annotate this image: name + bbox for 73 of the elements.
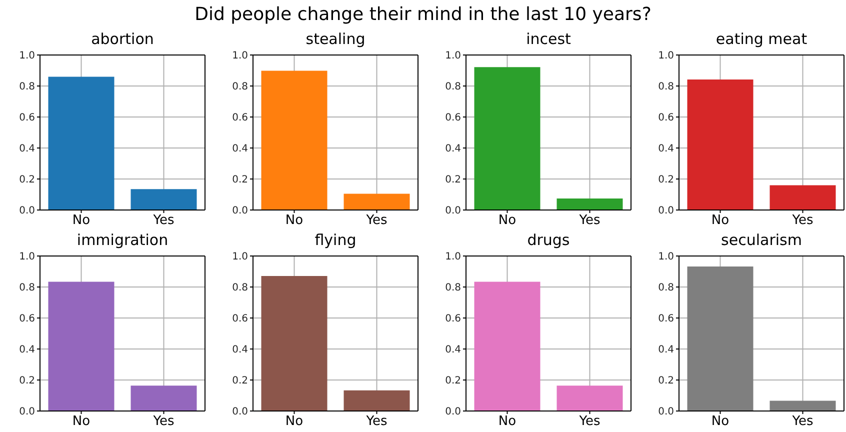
- y-tick-label: 0.6: [658, 112, 674, 124]
- y-tick-label: 0.8: [445, 282, 461, 294]
- y-tick-label: 0.6: [658, 314, 674, 325]
- y-tick-label: 0.8: [658, 82, 674, 93]
- y-tick-label: 0.8: [232, 82, 248, 93]
- y-tick-label: 0.8: [19, 82, 35, 93]
- x-tick-label: No: [285, 414, 304, 430]
- y-tick-label: 0.4: [658, 144, 674, 155]
- x-tick-label: No: [285, 213, 304, 228]
- y-tick-label: 0.8: [445, 82, 461, 93]
- y-tick-label: 1.0: [19, 50, 35, 62]
- chart-title: immigration: [76, 231, 170, 249]
- y-tick-label: 0.6: [445, 112, 461, 124]
- y-tick-label: 0.2: [232, 174, 248, 186]
- y-tick-label: 0.2: [658, 376, 674, 387]
- y-tick-label: 0.4: [232, 344, 248, 356]
- x-tick-label: No: [498, 414, 516, 430]
- y-tick-label: 0.2: [19, 376, 35, 387]
- x-tick-label: Yes: [791, 414, 814, 430]
- y-tick-label: 0.0: [19, 206, 35, 217]
- y-tick-label: 0.4: [445, 344, 461, 356]
- y-tick-label: 0.4: [232, 144, 248, 155]
- x-tick-label: No: [711, 213, 730, 228]
- x-tick-label: Yes: [365, 213, 388, 228]
- y-tick-label: 0.6: [232, 314, 248, 325]
- y-tick-label: 1.0: [658, 50, 674, 62]
- chart-title: incest: [525, 30, 572, 48]
- x-tick-label: Yes: [152, 213, 174, 228]
- y-tick-label: 1.0: [445, 50, 461, 62]
- text: Did people change their mind in the last 10 years?: [194, 4, 652, 25]
- chart-title: secularism: [720, 231, 803, 249]
- x-tick-label: No: [72, 213, 90, 228]
- y-tick-label: 0.4: [445, 144, 461, 155]
- y-tick-label: 0.0: [232, 206, 248, 217]
- y-tick-label: 1.0: [658, 252, 674, 263]
- y-tick-label: 1.0: [232, 252, 248, 263]
- y-tick-label: 0.2: [232, 376, 248, 387]
- y-tick-label: 0.0: [658, 206, 674, 217]
- y-tick-label: 0.2: [445, 376, 461, 387]
- x-tick-label: Yes: [365, 414, 388, 430]
- x-tick-label: No: [72, 414, 90, 430]
- x-tick-label: Yes: [152, 414, 174, 430]
- y-tick-label: 0.4: [19, 144, 35, 155]
- x-tick-label: Yes: [791, 213, 814, 228]
- y-tick-label: 0.8: [658, 282, 674, 294]
- x-tick-label: Yes: [578, 213, 600, 228]
- y-tick-label: 0.6: [19, 112, 35, 124]
- y-tick-label: 0.0: [19, 406, 35, 418]
- y-tick-label: 0.8: [19, 282, 35, 294]
- y-tick-label: 1.0: [19, 252, 35, 263]
- y-tick-label: 0.8: [232, 282, 248, 294]
- y-tick-label: 0.0: [445, 406, 461, 418]
- y-tick-label: 0.0: [232, 406, 248, 418]
- chart-title: eating meat: [714, 30, 808, 48]
- y-tick-label: 0.0: [445, 206, 461, 217]
- x-tick-label: No: [711, 414, 730, 430]
- chart-title: abortion: [90, 30, 155, 48]
- y-tick-label: 0.0: [658, 406, 674, 418]
- y-tick-label: 0.4: [658, 344, 674, 356]
- chart-title: stealing: [304, 30, 366, 48]
- y-tick-label: 0.2: [445, 174, 461, 186]
- y-tick-label: 0.2: [19, 174, 35, 186]
- y-tick-label: 1.0: [445, 252, 461, 263]
- y-tick-label: 0.2: [658, 174, 674, 186]
- y-tick-label: 0.6: [445, 314, 461, 325]
- y-tick-label: 0.4: [19, 344, 35, 356]
- x-tick-label: No: [498, 213, 516, 228]
- chart-title: flying: [314, 231, 358, 249]
- y-tick-label: 0.6: [19, 314, 35, 325]
- y-tick-label: 0.6: [232, 112, 248, 124]
- chart-title: drugs: [526, 231, 571, 249]
- x-tick-label: Yes: [578, 414, 600, 430]
- y-tick-label: 1.0: [232, 50, 248, 62]
